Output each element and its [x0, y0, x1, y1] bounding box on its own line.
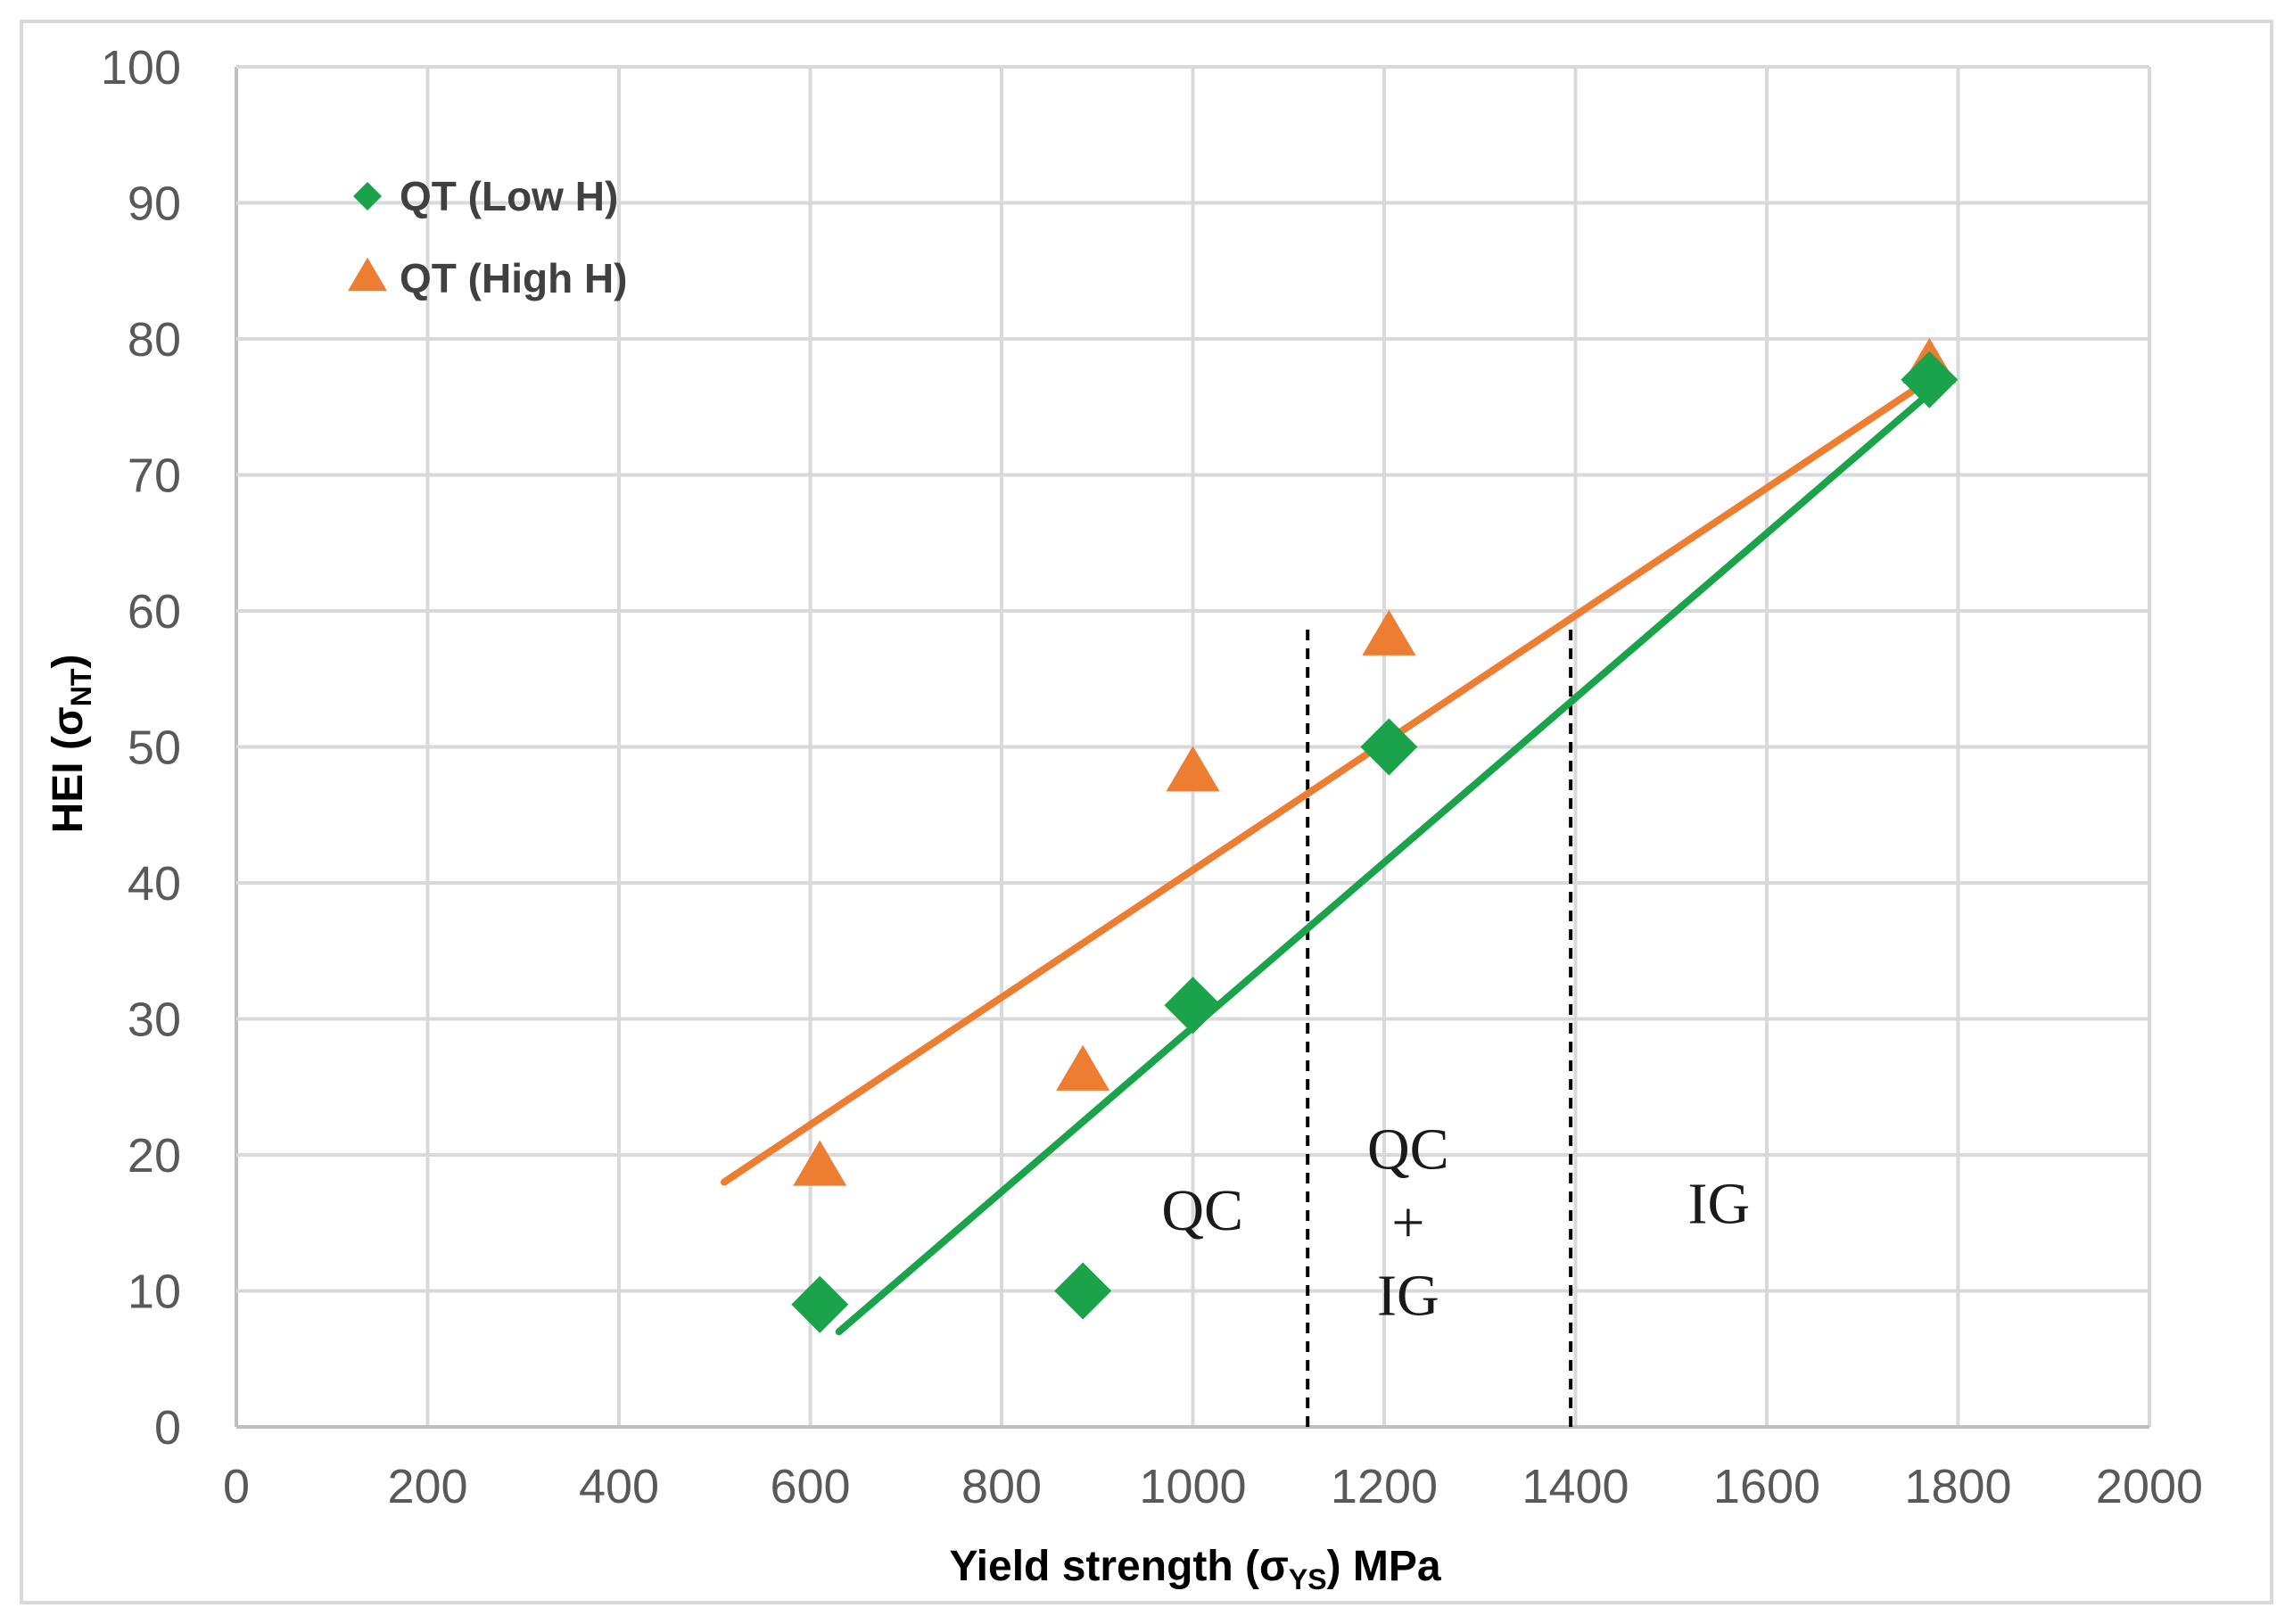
point-high-h-4 — [1362, 609, 1416, 655]
y-axis-title-subscript: NT — [65, 668, 97, 706]
legend-marker-high-h — [348, 257, 387, 292]
y-tick-label: 90 — [128, 177, 181, 231]
x-tick-label: 1600 — [1713, 1460, 1820, 1513]
y-tick-label: 20 — [128, 1129, 181, 1183]
y-tick-label: 10 — [128, 1265, 181, 1319]
point-low-h-1 — [791, 1275, 849, 1333]
point-high-h-3 — [1166, 746, 1220, 792]
gridlines — [235, 65, 2151, 1429]
x-tick-label: 2000 — [2096, 1460, 2203, 1513]
trendlines — [720, 375, 1934, 1336]
data-points — [791, 337, 1959, 1333]
point-low-h-5 — [1901, 350, 1959, 408]
y-axis-title-main: HEI (σ — [45, 706, 92, 833]
region-label-line: + — [1391, 1190, 1424, 1255]
trendline-low-h — [835, 390, 1934, 1336]
region-label-qc-ig: QC + IG — [1367, 1117, 1449, 1328]
region-labels: QC QC + IG IG — [1161, 1117, 1750, 1328]
legend-marker-low-h — [353, 182, 382, 210]
region-label-line: IG — [1688, 1171, 1751, 1236]
x-tick-label: 1400 — [1522, 1460, 1629, 1513]
y-tick-label: 80 — [128, 313, 181, 367]
tick-labels: 0 200 400 600 800 1000 1200 1400 1600 1800 2000 0 10… — [101, 41, 2203, 1513]
x-tick-label: 600 — [770, 1460, 850, 1513]
chart-border — [20, 20, 2273, 1604]
x-tick-label: 400 — [579, 1460, 659, 1513]
region-label-qc: QC — [1161, 1178, 1243, 1243]
region-label-line: QC — [1161, 1178, 1243, 1243]
point-low-h-2 — [1054, 1262, 1112, 1320]
y-axis-title: HEI (σNT) — [45, 655, 97, 834]
y-tick-label: 30 — [128, 993, 181, 1047]
legend-label-low-h: QT (Low H) — [400, 173, 618, 219]
point-high-h-2 — [1056, 1044, 1110, 1091]
region-label-ig: IG — [1688, 1171, 1751, 1236]
y-tick-label: 0 — [154, 1401, 181, 1455]
x-axis-title: Yield strength (σYS) MPa — [949, 1543, 1440, 1595]
x-axis-title-main: Yield strength (σ — [949, 1543, 1288, 1590]
y-tick-label: 50 — [128, 721, 181, 775]
x-tick-label: 1200 — [1331, 1460, 1438, 1513]
legend: QT (Low H) QT (High H) — [348, 173, 628, 301]
point-high-h-1 — [793, 1140, 847, 1186]
y-tick-label: 100 — [101, 41, 181, 95]
y-tick-label: 70 — [128, 449, 181, 503]
region-label-line: IG — [1377, 1263, 1439, 1328]
x-tick-label: 0 — [223, 1460, 250, 1513]
point-low-h-4 — [1360, 718, 1418, 776]
legend-label-high-h: QT (High H) — [400, 255, 628, 301]
region-label-line: QC — [1367, 1117, 1449, 1182]
x-tick-label: 1800 — [1904, 1460, 2011, 1513]
point-low-h-3 — [1164, 977, 1222, 1035]
x-axis-title-tail: ) MPa — [1327, 1543, 1441, 1590]
y-tick-label: 40 — [128, 857, 181, 911]
y-tick-label: 60 — [128, 585, 181, 639]
x-tick-label: 1000 — [1139, 1460, 1246, 1513]
y-axis-title-tail: ) — [45, 655, 92, 669]
x-tick-label: 800 — [961, 1460, 1042, 1513]
trendline-high-h — [720, 375, 1934, 1186]
x-axis-title-subscript: YS — [1289, 1563, 1327, 1595]
reference-lines — [1306, 624, 1573, 1427]
x-tick-label: 200 — [387, 1460, 467, 1513]
